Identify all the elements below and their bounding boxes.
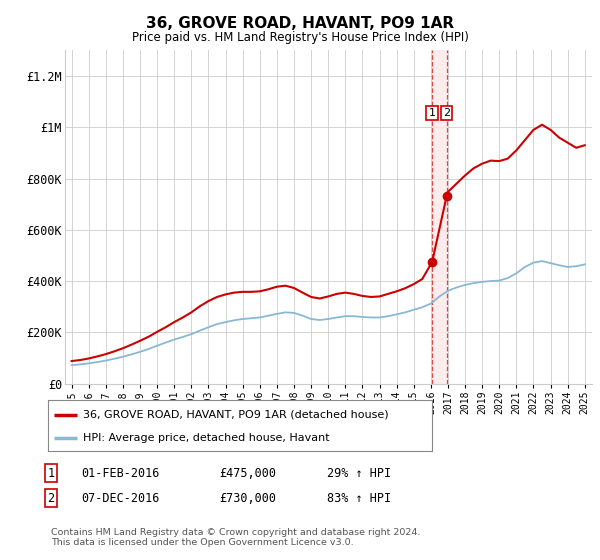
Text: 1: 1 [47,466,55,480]
Text: 2: 2 [47,492,55,505]
Text: 83% ↑ HPI: 83% ↑ HPI [327,492,391,505]
Text: £730,000: £730,000 [219,492,276,505]
Text: 2: 2 [443,108,450,118]
Text: 36, GROVE ROAD, HAVANT, PO9 1AR (detached house): 36, GROVE ROAD, HAVANT, PO9 1AR (detache… [83,409,388,419]
Text: HPI: Average price, detached house, Havant: HPI: Average price, detached house, Hava… [83,433,329,443]
Text: 1: 1 [428,108,436,118]
Text: 07-DEC-2016: 07-DEC-2016 [81,492,160,505]
Text: Contains HM Land Registry data © Crown copyright and database right 2024.
This d: Contains HM Land Registry data © Crown c… [51,528,421,547]
Text: 29% ↑ HPI: 29% ↑ HPI [327,466,391,480]
Text: Price paid vs. HM Land Registry's House Price Index (HPI): Price paid vs. HM Land Registry's House … [131,31,469,44]
Text: 36, GROVE ROAD, HAVANT, PO9 1AR: 36, GROVE ROAD, HAVANT, PO9 1AR [146,16,454,31]
Text: £475,000: £475,000 [219,466,276,480]
Bar [432,50,446,384]
Text: 01-FEB-2016: 01-FEB-2016 [81,466,160,480]
